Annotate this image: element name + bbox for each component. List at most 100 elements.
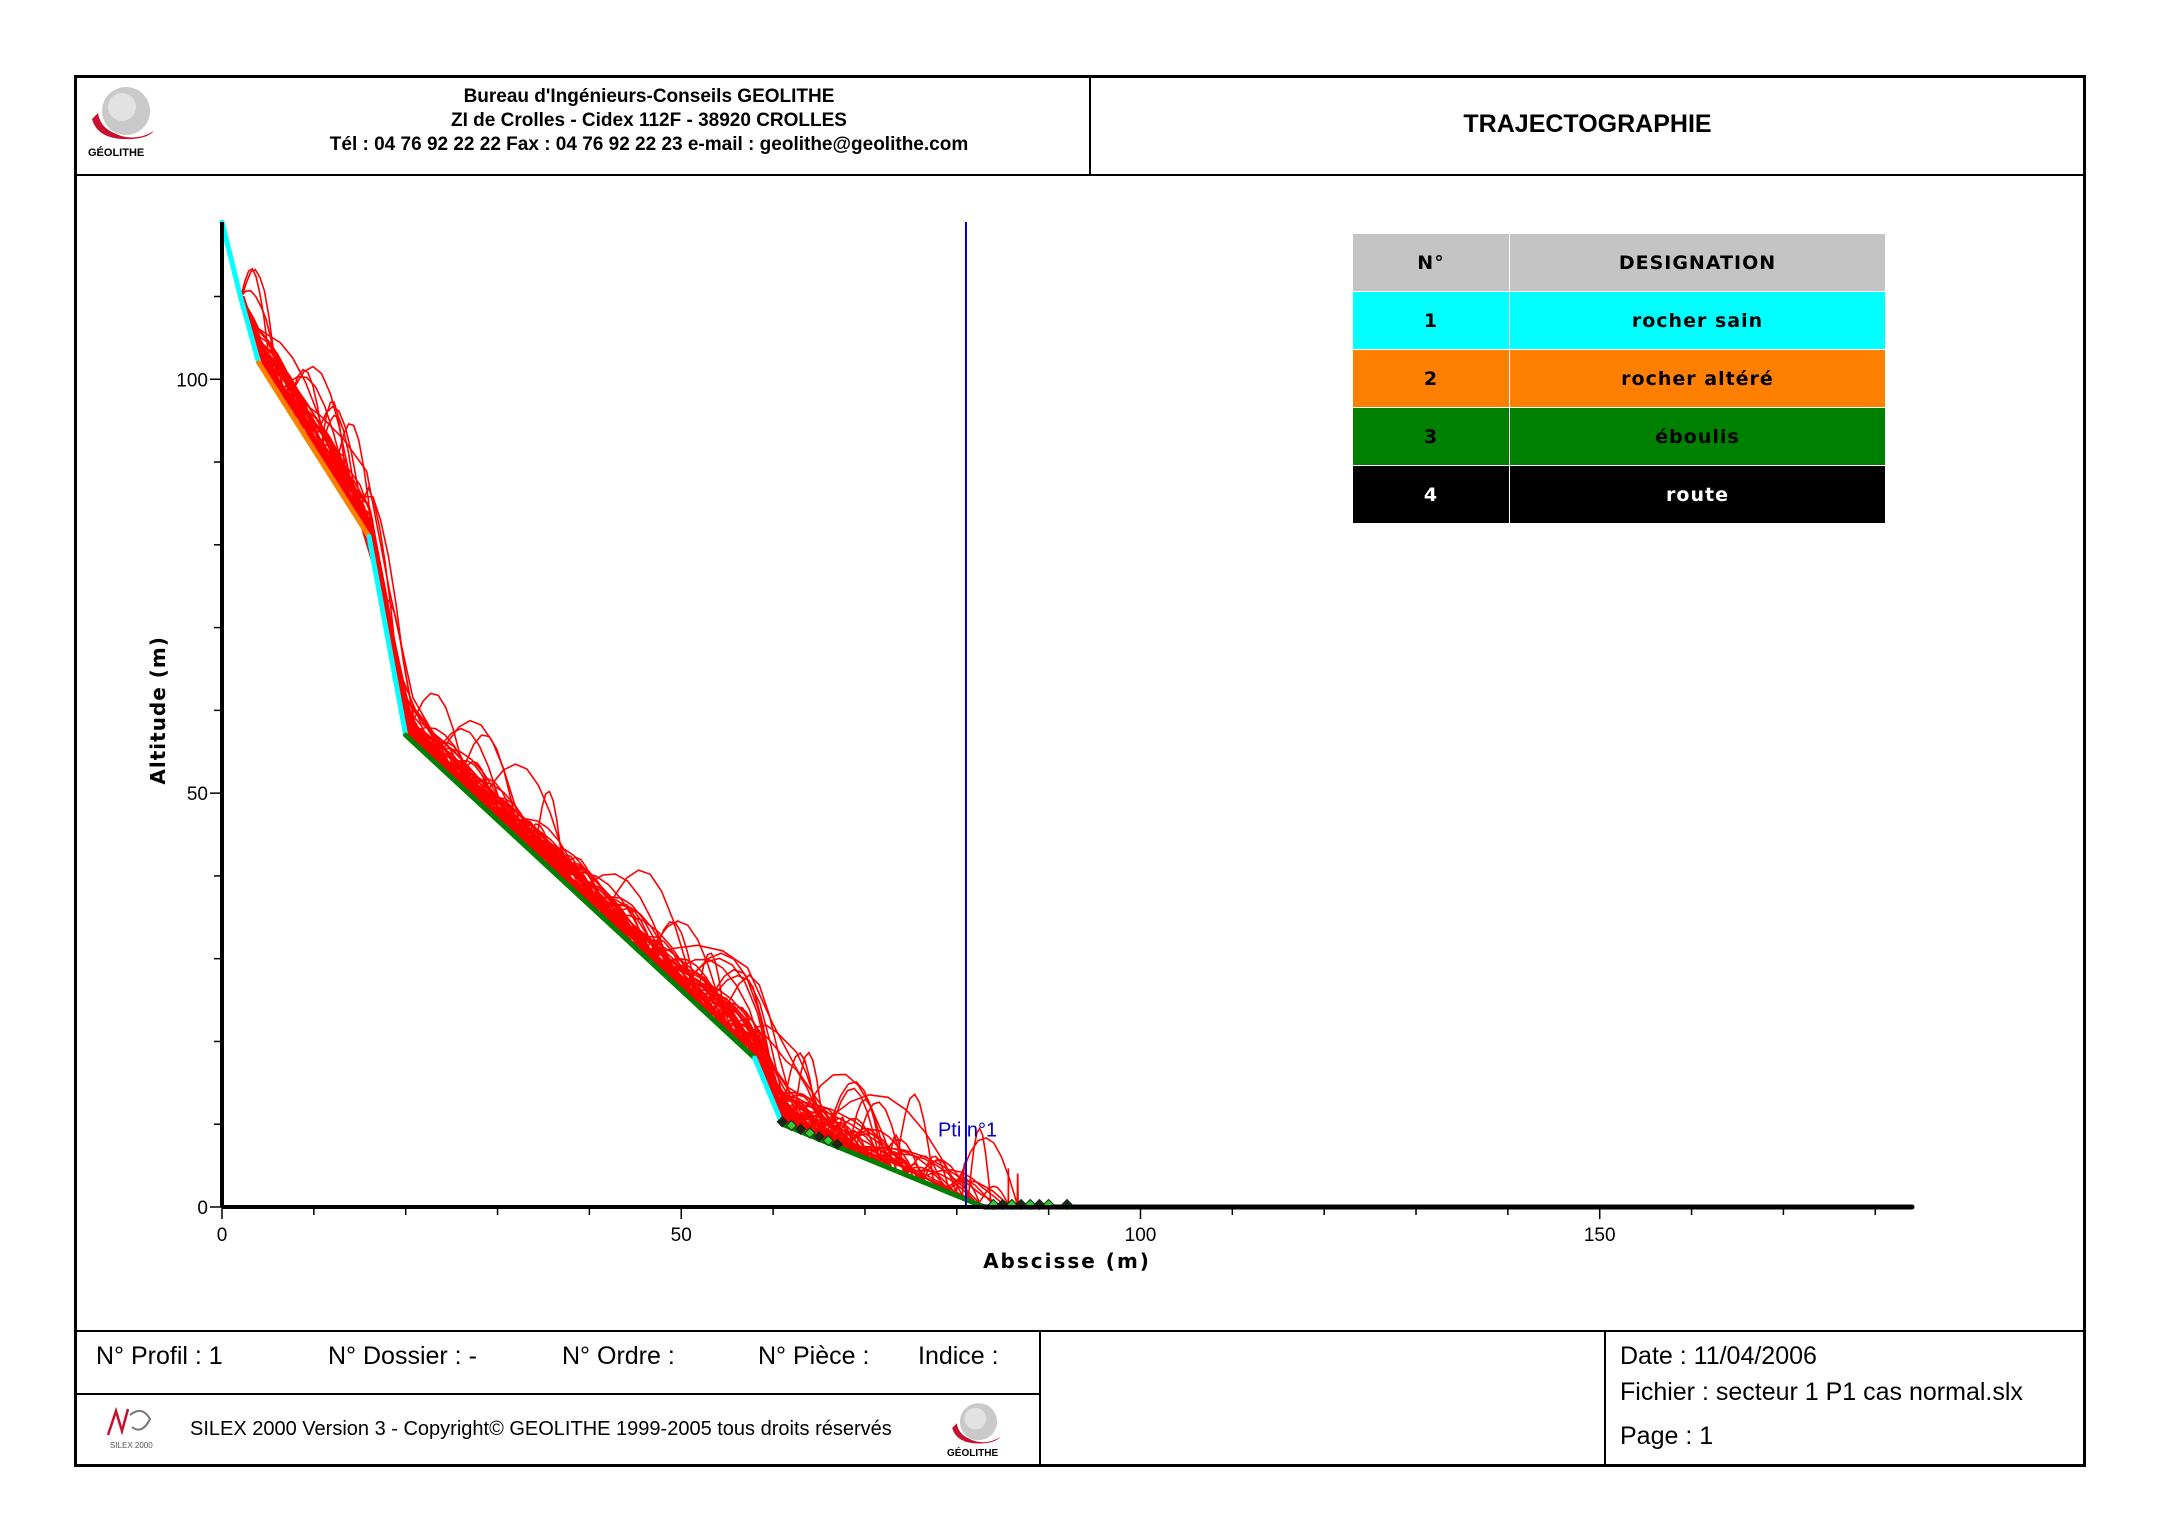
company-contact: Tél : 04 76 92 22 22 Fax : 04 76 92 22 2… bbox=[329, 134, 969, 155]
legend-row: 4 route bbox=[1352, 465, 1886, 524]
footer-geolithe-logo: GÉOLITHE bbox=[944, 1400, 1008, 1462]
geolithe-logo-text: GÉOLITHE bbox=[947, 1448, 999, 1459]
trajectory-line bbox=[242, 296, 863, 1156]
footer-divider bbox=[1604, 1330, 1606, 1467]
trajectory-line bbox=[242, 296, 942, 1188]
legend-row-label: route bbox=[1509, 465, 1886, 524]
trajectory-line bbox=[240, 267, 935, 1185]
stop-point-marker bbox=[1061, 1198, 1073, 1211]
copyright-text: SILEX 2000 Version 3 - Copyright© GEOLIT… bbox=[190, 1418, 892, 1440]
legend-row: 3 éboulis bbox=[1352, 407, 1886, 466]
profile-segment-1 bbox=[752, 1055, 785, 1127]
y-tick-label: 100 bbox=[176, 370, 208, 391]
dossier-number: N° Dossier : - bbox=[328, 1342, 477, 1370]
trajectory-line bbox=[239, 296, 867, 1157]
silex-logo: SILEX 2000 bbox=[104, 1405, 164, 1455]
x-tick-label: 150 bbox=[1584, 1225, 1616, 1246]
material-legend: N° DESIGNATION 1 rocher sain 2 rocher al… bbox=[1352, 233, 1886, 524]
ordre-number: N° Ordre : bbox=[562, 1342, 675, 1370]
page-number: Page : 1 bbox=[1620, 1422, 1714, 1450]
stop-point-marker bbox=[785, 1119, 798, 1132]
profile-segment-2 bbox=[256, 360, 372, 539]
page-frame bbox=[74, 75, 2086, 1467]
legend-row-num: 3 bbox=[1352, 407, 1510, 466]
file-name: Fichier : secteur 1 P1 cas normal.slx bbox=[1620, 1378, 2023, 1406]
trajectory-line bbox=[240, 296, 848, 1149]
header-company-block: GÉOLITHE Bureau d'Ingénieurs-Conseils GE… bbox=[74, 75, 1091, 176]
document-date: Date : 11/04/2006 bbox=[1620, 1342, 1817, 1370]
company-name: Bureau d'Ingénieurs-Conseils GEOLITHE bbox=[463, 86, 835, 107]
silex-logo-text: SILEX 2000 bbox=[110, 1441, 153, 1450]
trajectory-line bbox=[242, 296, 868, 1157]
stop-points-group bbox=[776, 1116, 1073, 1211]
stop-point-marker bbox=[813, 1131, 825, 1143]
trajectory-line bbox=[242, 296, 863, 1156]
axes-group: 0 50 100 150 0 50 100 Abscisse (m) Altitude (m) bbox=[146, 222, 1912, 1273]
footer-divider bbox=[1039, 1330, 1041, 1467]
profile-segment-1 bbox=[219, 219, 262, 366]
x-axis-title: Abscisse (m) bbox=[983, 1249, 1151, 1273]
stop-point-marker bbox=[794, 1123, 807, 1135]
trajectory-line bbox=[241, 296, 1010, 1205]
trajectory-line bbox=[240, 296, 889, 1166]
legend-header-row: N° DESIGNATION bbox=[1352, 233, 1886, 292]
legend-row-num: 4 bbox=[1352, 465, 1510, 524]
company-address: ZI de Crolles - Cidex 112F - 38920 CROLL… bbox=[451, 110, 847, 131]
legend-row: 2 rocher altéré bbox=[1352, 349, 1886, 408]
trajectory-line bbox=[241, 296, 972, 1200]
profile-number: N° Profil : 1 bbox=[96, 1342, 223, 1370]
legend-row-num: 2 bbox=[1352, 349, 1510, 408]
y-axis-title: Altitude (m) bbox=[146, 636, 170, 785]
profile-segment-3 bbox=[403, 732, 758, 1061]
trajectory-line bbox=[239, 296, 994, 1206]
geolithe-logo: GÉOLITHE bbox=[84, 83, 159, 163]
x-tick-label: 50 bbox=[671, 1225, 692, 1246]
trajectory-line bbox=[239, 296, 975, 1201]
legend-header-num: N° bbox=[1352, 233, 1510, 292]
trajectory-line bbox=[241, 296, 926, 1181]
geolithe-logo-text: GÉOLITHE bbox=[88, 147, 145, 159]
trajectory-line bbox=[241, 268, 1008, 1206]
stop-point-marker bbox=[996, 1198, 1009, 1211]
legend-row-label: rocher altéré bbox=[1509, 349, 1886, 408]
profile-segment-1 bbox=[366, 534, 409, 738]
trajectory-chart: Pti n°1 0 50 100 150 0 50 100 Abscisse (m) Altit… bbox=[146, 219, 1915, 1273]
trajectory-line bbox=[241, 296, 992, 1205]
interception-point-group: Pti n°1 bbox=[938, 222, 997, 1207]
trajectory-line bbox=[241, 296, 979, 1203]
stop-point-marker bbox=[1024, 1198, 1036, 1211]
trajectory-line bbox=[241, 296, 885, 1164]
trajectory-line bbox=[243, 296, 969, 1198]
trajectory-line bbox=[242, 296, 961, 1196]
geolithe-logo-icon bbox=[952, 1403, 1001, 1444]
interception-label: Pti n°1 bbox=[938, 1120, 997, 1142]
page-title: TRAJECTOGRAPHIE bbox=[1463, 110, 1712, 138]
trajectory-line bbox=[240, 296, 878, 1162]
trajectory-line bbox=[240, 296, 848, 1149]
stop-point-marker bbox=[987, 1198, 1000, 1211]
trajectory-line bbox=[240, 296, 909, 1174]
legend-row: 1 rocher sain bbox=[1352, 291, 1886, 350]
legend-row-label: éboulis bbox=[1509, 407, 1886, 466]
stop-point-marker bbox=[831, 1138, 844, 1151]
stop-point-marker bbox=[804, 1127, 816, 1139]
footer-top-border bbox=[74, 1330, 2086, 1332]
silex-logo-icon bbox=[106, 1406, 152, 1436]
legend-row-num: 1 bbox=[1352, 291, 1510, 350]
header-title-block: TRAJECTOGRAPHIE bbox=[1089, 75, 2086, 176]
trajectory-line bbox=[241, 296, 924, 1180]
trajectory-line bbox=[240, 296, 968, 1199]
y-tick-label: 0 bbox=[197, 1198, 208, 1219]
stop-point-marker bbox=[1006, 1198, 1018, 1211]
legend-row-label: rocher sain bbox=[1509, 291, 1886, 350]
geolithe-logo-icon bbox=[92, 87, 154, 140]
stop-point-marker bbox=[776, 1116, 788, 1128]
footer-divider bbox=[74, 1393, 1040, 1395]
trajectory-line bbox=[242, 296, 1019, 1205]
piece-number: N° Pièce : bbox=[758, 1342, 870, 1370]
trajectories-group bbox=[239, 267, 1019, 1206]
x-tick-label: 0 bbox=[217, 1225, 228, 1246]
stop-point-marker bbox=[822, 1134, 834, 1147]
y-tick-label: 50 bbox=[187, 784, 208, 805]
indice: Indice : bbox=[918, 1342, 999, 1370]
